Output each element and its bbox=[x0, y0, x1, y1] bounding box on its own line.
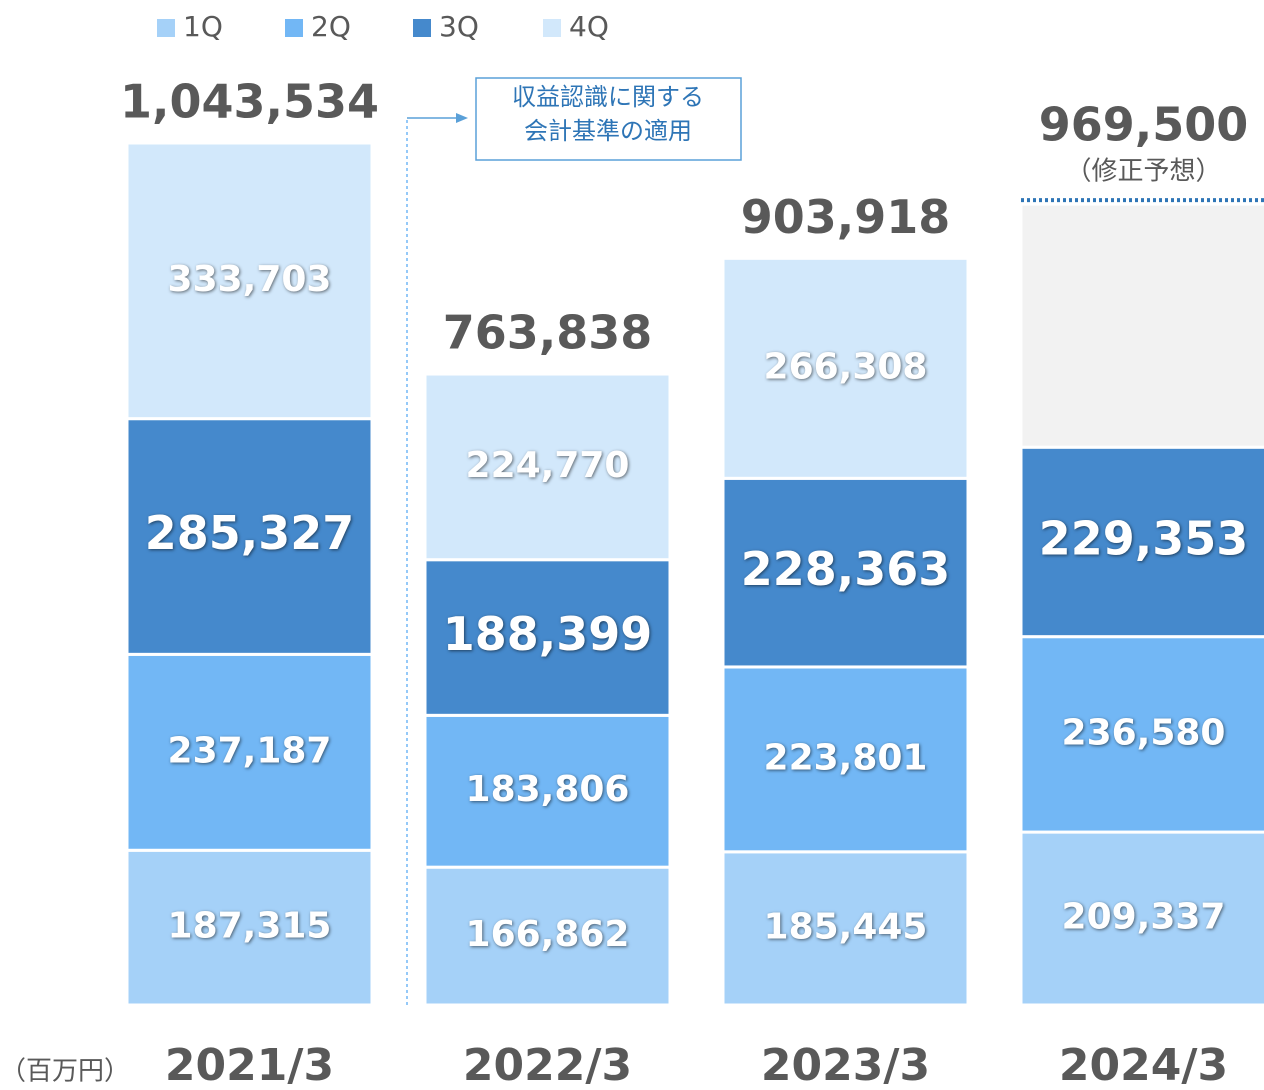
bar-segment bbox=[125, 141, 374, 421]
bar-segment bbox=[721, 665, 970, 854]
legend-swatch bbox=[157, 19, 175, 37]
bar-segment bbox=[721, 256, 970, 480]
legend-swatch bbox=[543, 19, 561, 37]
legend-swatch bbox=[413, 19, 431, 37]
x-tick-label: 2024/3 bbox=[1059, 1040, 1228, 1090]
annotation-text: 収益認識に関する bbox=[512, 83, 704, 111]
annotation-box bbox=[475, 77, 742, 161]
annotation-text: 会計基準の適用 bbox=[524, 117, 692, 145]
value-label: 237,187 bbox=[168, 730, 332, 771]
x-tick-label: 2023/3 bbox=[761, 1040, 930, 1090]
value-label: 166,862 bbox=[466, 914, 630, 955]
value-label: 187,315 bbox=[168, 906, 332, 947]
legend-swatch bbox=[285, 19, 303, 37]
bar-segment bbox=[721, 850, 970, 1007]
total-label: 903,918 bbox=[741, 190, 951, 244]
value-label: 183,806 bbox=[466, 769, 630, 810]
bar-segment bbox=[125, 417, 374, 656]
bar-segment bbox=[125, 652, 374, 852]
forecast-area bbox=[1019, 202, 1264, 449]
value-label: 285,327 bbox=[145, 506, 355, 560]
legend-label: 1Q bbox=[183, 10, 223, 43]
annotation: 収益認識に関する 会計基準の適用 bbox=[406, 77, 742, 1005]
total-note: （修正予想） bbox=[1065, 157, 1221, 187]
value-label: 188,399 bbox=[443, 607, 653, 661]
legend-label: 3Q bbox=[439, 10, 479, 43]
arrow-head bbox=[456, 113, 468, 123]
bar-segment bbox=[423, 372, 672, 562]
x-tick-label: 2021/3 bbox=[165, 1040, 334, 1090]
value-label: 236,580 bbox=[1062, 712, 1226, 753]
value-label: 266,308 bbox=[764, 346, 928, 387]
value-label: 185,445 bbox=[764, 906, 928, 947]
bar-segment bbox=[1019, 830, 1264, 1007]
legend-label: 4Q bbox=[569, 10, 609, 43]
value-label: 229,353 bbox=[1039, 511, 1249, 565]
value-label: 209,337 bbox=[1062, 897, 1226, 938]
bar-segment bbox=[721, 476, 970, 669]
unit-label: （百万円） bbox=[0, 1057, 130, 1087]
value-label: 228,363 bbox=[741, 542, 951, 596]
x-tick-label: 2022/3 bbox=[463, 1040, 632, 1090]
bar-segment bbox=[125, 848, 374, 1007]
value-label: 223,801 bbox=[764, 737, 928, 778]
value-label: 333,703 bbox=[168, 259, 332, 300]
bar-segment bbox=[1019, 635, 1264, 834]
total-label: 969,500 bbox=[1039, 98, 1249, 152]
total-label: 1,043,534 bbox=[120, 75, 379, 129]
legend-label: 2Q bbox=[311, 10, 351, 43]
bar-segment bbox=[423, 558, 672, 717]
value-label: 224,770 bbox=[466, 445, 630, 486]
total-label: 763,838 bbox=[443, 306, 653, 360]
bar-segment bbox=[1019, 445, 1264, 639]
